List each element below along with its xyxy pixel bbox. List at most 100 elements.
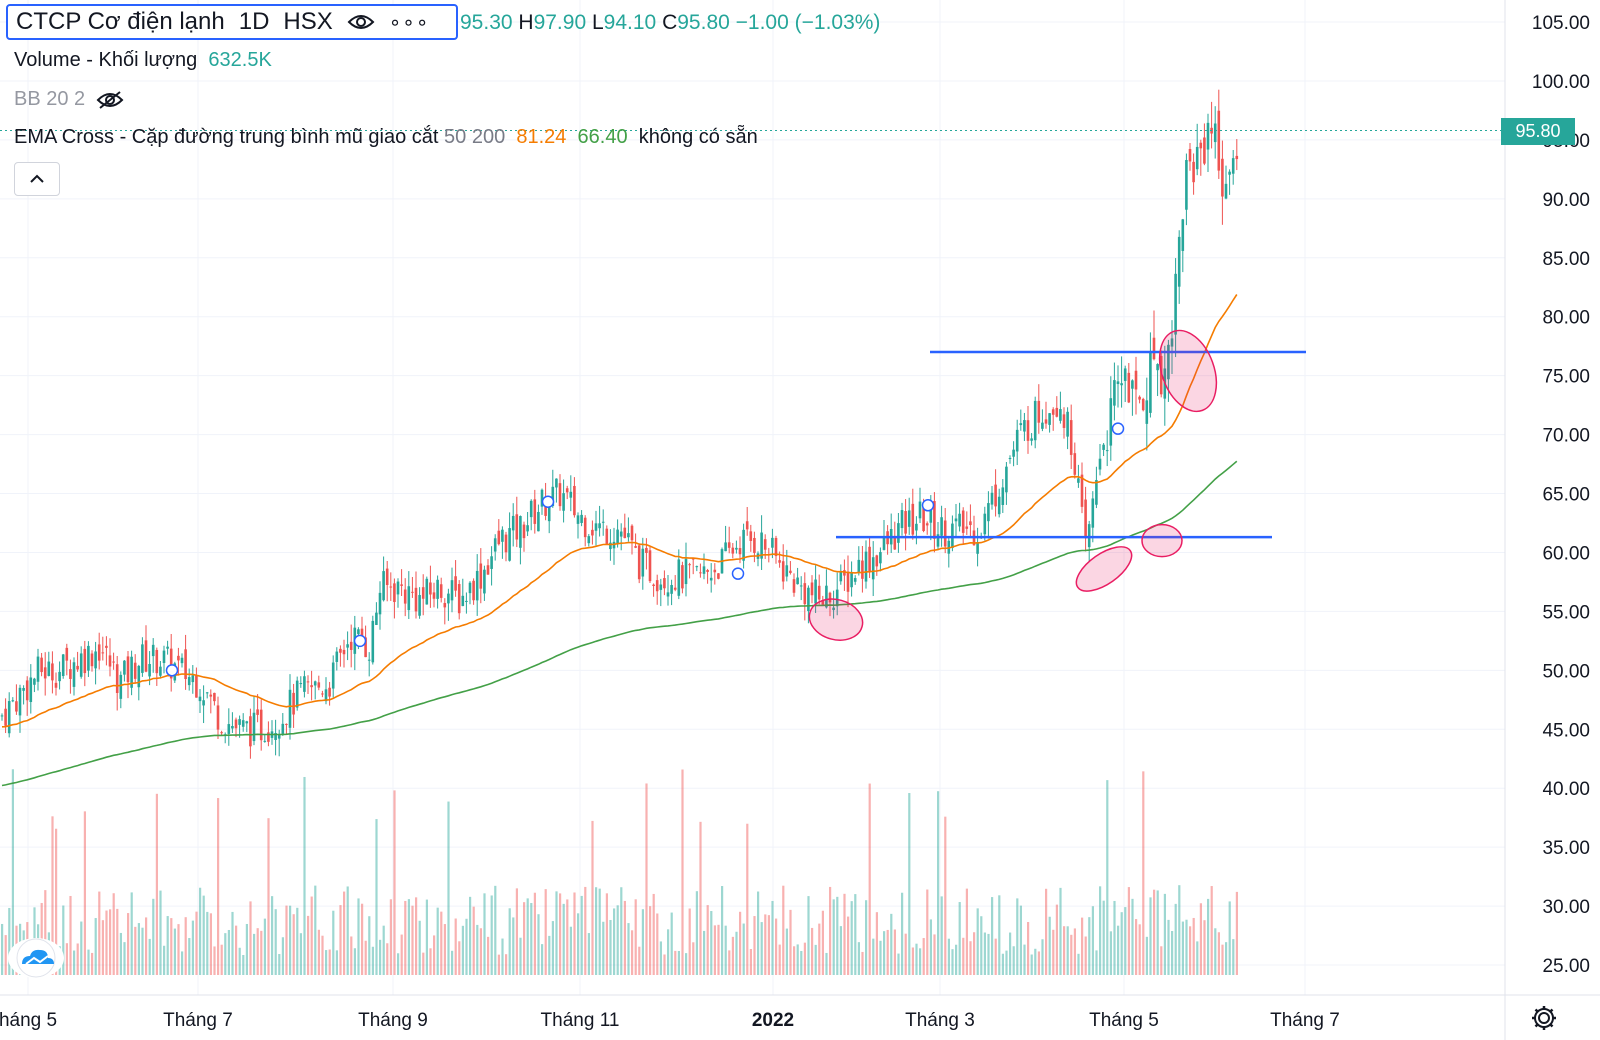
volume-bar — [767, 915, 770, 975]
candle-body — [799, 585, 803, 587]
more-options-icon[interactable]: ∘∘∘ — [388, 11, 430, 34]
eye-icon[interactable] — [347, 12, 375, 32]
candle-body — [673, 587, 677, 590]
volume-bar — [854, 894, 857, 975]
gear-icon[interactable] — [1530, 1004, 1558, 1032]
event-marker — [353, 634, 367, 648]
volume-bar — [289, 905, 292, 975]
volume-bar — [397, 953, 400, 975]
volume-bar — [677, 950, 680, 975]
volume-bar — [227, 929, 230, 975]
volume-bar — [310, 896, 313, 975]
volume-bar — [641, 909, 644, 975]
candle-body — [904, 511, 907, 534]
candle-body — [7, 701, 11, 734]
candle-body — [699, 572, 702, 574]
candle-body — [1077, 478, 1080, 483]
candle-body — [281, 723, 285, 734]
time-tick-label: Tháng 7 — [163, 1010, 233, 1031]
volume-bar — [947, 938, 950, 975]
volume-bar — [1235, 891, 1238, 975]
volume-bar — [1034, 948, 1037, 975]
candle-body — [691, 558, 695, 560]
volume-bar — [339, 905, 342, 975]
time-tick-label: háng 5 — [0, 1010, 57, 1031]
candle-body — [511, 515, 515, 531]
volume-bar — [454, 918, 457, 975]
candle-body — [529, 500, 533, 518]
cloud-logo-icon[interactable] — [8, 938, 64, 978]
candle-body — [1026, 420, 1030, 441]
candle-body — [1177, 236, 1181, 287]
candle-body — [43, 667, 47, 679]
ema-na-text: không có sẵn — [638, 126, 758, 148]
candle-body — [785, 565, 789, 577]
volume-bar — [1059, 887, 1062, 975]
eye-off-icon[interactable] — [96, 90, 124, 110]
volume-bar — [245, 923, 248, 975]
volume-bar — [789, 909, 792, 975]
volume-bar — [202, 895, 205, 975]
volume-bar — [775, 918, 778, 975]
candle-body — [724, 542, 727, 552]
candle-body — [108, 655, 112, 667]
candle-body — [241, 720, 245, 727]
volume-bar — [1207, 898, 1210, 975]
event-marker — [1111, 422, 1125, 435]
candle-body — [760, 532, 763, 559]
candle-body — [659, 584, 663, 590]
volume-bar — [980, 916, 983, 975]
volume-bar — [505, 954, 508, 975]
volume-bar — [879, 940, 882, 975]
candle-body — [256, 709, 259, 715]
candle-body — [1102, 444, 1105, 450]
highlight-ellipse — [1075, 546, 1133, 592]
candle-body — [803, 583, 807, 605]
candle-body — [418, 595, 421, 616]
volume-bar — [371, 946, 374, 975]
volume-bar — [188, 938, 191, 975]
volume-bar — [11, 769, 14, 975]
symbol-name[interactable]: CTCP Cơ điện lạnh — [16, 8, 225, 35]
volume-bar — [1232, 939, 1235, 975]
candle-body — [252, 712, 256, 742]
price-tick-label: 80.00 — [1542, 308, 1590, 329]
ema-params: 50 200 — [444, 126, 506, 148]
candle-body — [1203, 137, 1206, 164]
ema-legend[interactable]: EMA Cross - Cặp đường trung bình mũ giao… — [14, 126, 758, 148]
candle-body — [285, 723, 288, 725]
volume-legend[interactable]: Volume - Khối lượng 632.5K — [14, 49, 272, 71]
candle-body — [1235, 155, 1239, 160]
bb-legend[interactable]: BB 20 2 — [14, 88, 124, 111]
volume-bar — [1016, 898, 1019, 975]
volume-bar — [145, 917, 148, 975]
candle-body — [911, 503, 915, 535]
candle-body — [641, 548, 645, 577]
symbol-title-box[interactable]: CTCP Cơ điện lạnh 1D HSX ∘∘∘ — [6, 4, 458, 40]
volume-bar — [519, 937, 522, 975]
volume-bar — [130, 892, 133, 975]
collapse-legend-button[interactable] — [14, 162, 60, 196]
volume-bar — [1102, 900, 1105, 975]
volume-bar — [1073, 928, 1076, 975]
candle-body — [547, 507, 551, 522]
interval-label[interactable]: 1D — [238, 8, 270, 35]
volume-bar — [839, 926, 842, 975]
candle-body — [313, 681, 317, 686]
volume-bar — [695, 891, 698, 975]
volume-bar — [62, 905, 65, 975]
candle-body — [1149, 351, 1152, 413]
candle-body — [825, 585, 828, 608]
candle-body — [483, 569, 486, 594]
candle-body — [753, 537, 756, 553]
candle-body — [151, 644, 155, 657]
candle-body — [15, 701, 18, 712]
volume-bar — [778, 944, 781, 975]
candle-body — [717, 573, 720, 579]
price-tick-label: 70.00 — [1542, 426, 1590, 447]
volume-bar — [897, 953, 900, 975]
volume-bar — [101, 920, 104, 975]
volume-bar — [929, 919, 932, 975]
volume-bar — [1084, 936, 1087, 975]
